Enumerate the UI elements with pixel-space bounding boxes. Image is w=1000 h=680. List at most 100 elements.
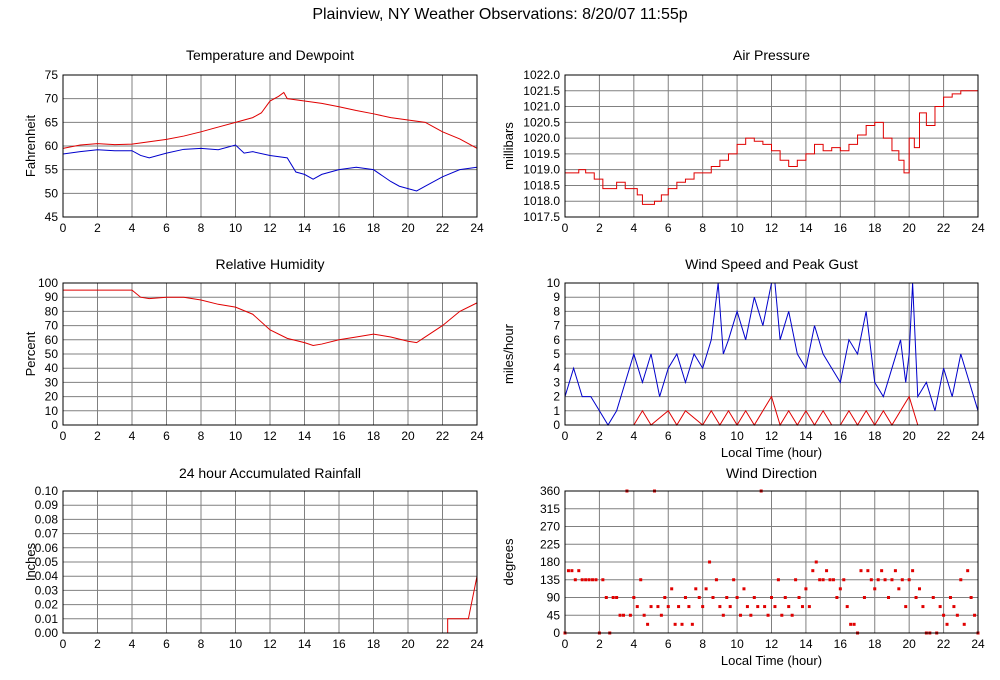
- x-tick-label: 14: [298, 221, 312, 235]
- direction-point: [866, 569, 870, 573]
- humidity-plot-frame: [62, 282, 478, 426]
- direction-point: [825, 569, 829, 573]
- direction-point: [969, 596, 973, 599]
- x-tick-label: 2: [596, 637, 603, 651]
- y-tick-label: 1020.5: [523, 115, 560, 129]
- direction-point: [735, 596, 739, 599]
- y-tick-label: 225: [540, 537, 560, 551]
- direction-point: [714, 578, 718, 582]
- y-tick-label: 0: [51, 418, 58, 432]
- direction-point: [728, 605, 732, 609]
- x-tick-label: 20: [902, 221, 916, 235]
- x-tick-label: 0: [562, 221, 569, 235]
- direction-point: [952, 605, 956, 609]
- direction-point: [663, 596, 667, 599]
- y-tick-label: 100: [38, 276, 58, 290]
- direction-point: [677, 605, 681, 609]
- direction-point: [780, 613, 784, 617]
- x-tick-label: 24: [971, 221, 985, 235]
- direction-point: [797, 596, 801, 599]
- humidity-ylabel: Percent: [23, 331, 38, 376]
- y-tick-label: 70: [45, 319, 59, 333]
- y-tick-label: 50: [45, 186, 59, 200]
- direction-point: [783, 596, 787, 599]
- direction-point: [804, 587, 808, 591]
- wind-ylabel: miles/hour: [501, 323, 516, 384]
- y-tick-label: 10: [45, 404, 59, 418]
- direction-point: [646, 622, 650, 626]
- direction-point: [887, 596, 891, 599]
- temperature-plot-frame: [62, 74, 478, 218]
- direction-point: [897, 587, 901, 591]
- x-tick-label: 16: [834, 221, 848, 235]
- x-tick-label: 4: [630, 637, 637, 651]
- wind-series-1-line: [565, 395, 978, 427]
- direction-point: [680, 622, 684, 626]
- direction-point: [721, 613, 725, 617]
- direction-xlabel: Local Time (hour): [721, 653, 822, 668]
- x-tick-label: 0: [562, 637, 569, 651]
- y-tick-label: 8: [553, 304, 560, 318]
- x-tick-label: 24: [470, 637, 484, 651]
- x-tick-label: 20: [902, 637, 916, 651]
- x-tick-label: 4: [129, 429, 136, 443]
- x-tick-label: 16: [332, 429, 346, 443]
- x-tick-label: 10: [730, 221, 744, 235]
- pressure-ylabel: millibars: [501, 122, 516, 170]
- x-tick-label: 20: [401, 637, 415, 651]
- direction-point: [890, 578, 894, 582]
- y-tick-label: 90: [547, 591, 561, 605]
- direction-point: [749, 613, 753, 617]
- y-tick-label: 0.01: [35, 612, 59, 626]
- x-tick-label: 20: [902, 429, 916, 443]
- direction-point: [628, 613, 632, 617]
- direction-point: [642, 613, 646, 617]
- y-tick-label: 70: [45, 92, 59, 106]
- direction-point: [601, 578, 605, 582]
- x-tick-label: 16: [834, 429, 848, 443]
- y-tick-label: 180: [540, 555, 560, 569]
- x-tick-label: 16: [834, 637, 848, 651]
- direction-point: [752, 596, 756, 599]
- direction-point: [862, 596, 866, 599]
- direction-point: [790, 613, 794, 617]
- direction-point: [914, 596, 918, 599]
- direction-point: [683, 596, 687, 599]
- x-tick-label: 0: [60, 637, 67, 651]
- y-tick-label: 7: [553, 319, 560, 333]
- rainfall-plot-frame: [62, 490, 478, 634]
- y-tick-label: 45: [45, 210, 59, 224]
- direction-point: [845, 605, 849, 609]
- x-tick-label: 6: [163, 429, 170, 443]
- direction-point: [876, 578, 880, 582]
- x-tick-label: 16: [332, 221, 346, 235]
- direction-point: [704, 587, 708, 591]
- x-tick-label: 10: [229, 221, 243, 235]
- x-tick-label: 16: [332, 637, 346, 651]
- direction-point: [673, 622, 677, 626]
- x-tick-label: 14: [799, 429, 813, 443]
- direction-point: [921, 605, 925, 609]
- y-tick-label: 0.08: [35, 512, 59, 526]
- direction-point: [622, 613, 626, 617]
- x-tick-label: 8: [198, 221, 205, 235]
- x-tick-label: 0: [60, 429, 67, 443]
- wind-xlabel: Local Time (hour): [721, 445, 822, 460]
- direction-point: [618, 613, 622, 617]
- direction-point: [656, 605, 660, 609]
- direction-ylabel: degrees: [501, 538, 516, 585]
- x-tick-label: 20: [401, 221, 415, 235]
- y-tick-label: 90: [45, 290, 59, 304]
- x-tick-label: 10: [229, 429, 243, 443]
- y-tick-label: 1018.0: [523, 194, 560, 208]
- direction-point: [649, 605, 653, 609]
- y-tick-label: 0.02: [35, 598, 59, 612]
- y-tick-label: 360: [540, 484, 560, 498]
- direction-point: [690, 622, 694, 626]
- direction-point: [566, 569, 570, 573]
- x-tick-label: 2: [596, 429, 603, 443]
